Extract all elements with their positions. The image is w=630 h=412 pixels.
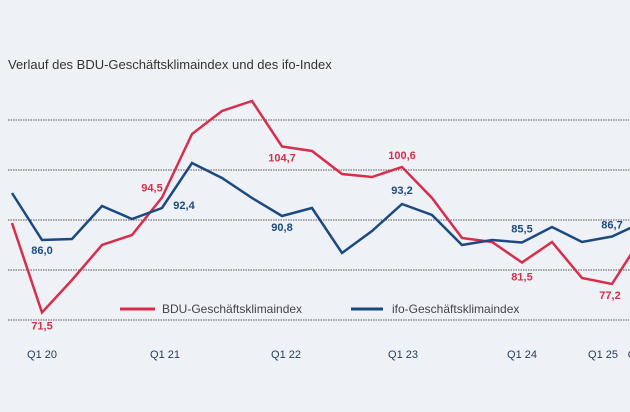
data-label: 86,0 — [31, 245, 52, 257]
x-tick-label: Q1 25 — [588, 349, 618, 361]
data-label: 104,7 — [268, 153, 296, 165]
legend-label: BDU-Geschäftsklimaindex — [162, 302, 302, 316]
x-tick-label: Q1 20 — [27, 349, 57, 361]
x-tick-label: Q1 23 — [388, 349, 418, 361]
x-tick-label: Q1 21 — [150, 349, 180, 361]
series-line-bdu — [10, 99, 630, 315]
data-label: 92,4 — [173, 200, 195, 212]
series-line-ifo — [10, 161, 630, 255]
data-label: 85,5 — [511, 224, 532, 236]
data-label: 81,5 — [511, 272, 532, 284]
x-tick-label: Q1 24 — [507, 349, 537, 361]
data-label: 77,2 — [599, 290, 620, 302]
data-label: 90,8 — [271, 222, 292, 234]
data-label: 94,5 — [141, 183, 162, 195]
chart-title: Verlauf des BDU-Geschäftsklimaindex und … — [8, 57, 332, 72]
legend-label: ifo-Geschäftsklimaindex — [392, 302, 519, 316]
data-label: 86,7 — [601, 220, 622, 232]
x-tick-label: Q1 22 — [271, 349, 301, 361]
data-label: 71,5 — [31, 321, 52, 333]
data-label: 100,6 — [388, 150, 416, 162]
x-tick-label: Q — [628, 349, 630, 361]
data-label: 93,2 — [391, 185, 412, 197]
